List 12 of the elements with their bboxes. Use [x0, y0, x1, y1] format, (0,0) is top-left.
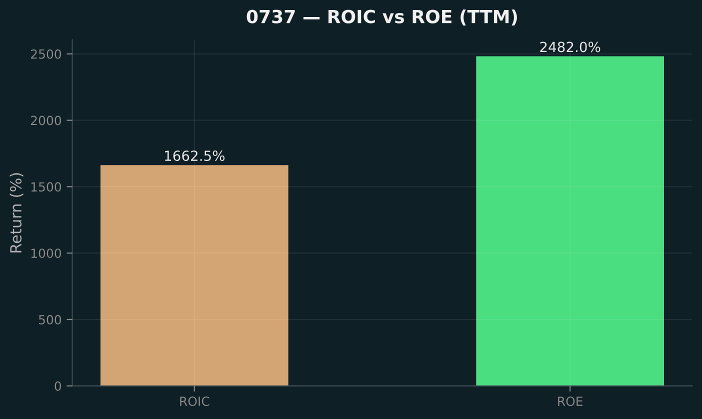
y-tick-label: 0	[54, 381, 62, 391]
y-tick-label: 1500	[31, 182, 62, 192]
data-label: 1662.5%	[165, 150, 225, 162]
x-tick-label: ROIC	[180, 396, 210, 406]
y-tick-label: 2500	[30, 49, 62, 59]
data-label: 2482.0%	[540, 42, 600, 52]
y-tick-label: 2000	[30, 116, 62, 126]
chart-title: 0737 — ROIC vs ROE (TTM)	[246, 9, 517, 26]
x-tick-label: ROE	[558, 396, 582, 406]
y-axis-title: Return (%)	[10, 173, 24, 252]
y-tick-label: 500	[38, 314, 62, 324]
y-tick-label: 1000	[31, 248, 62, 258]
